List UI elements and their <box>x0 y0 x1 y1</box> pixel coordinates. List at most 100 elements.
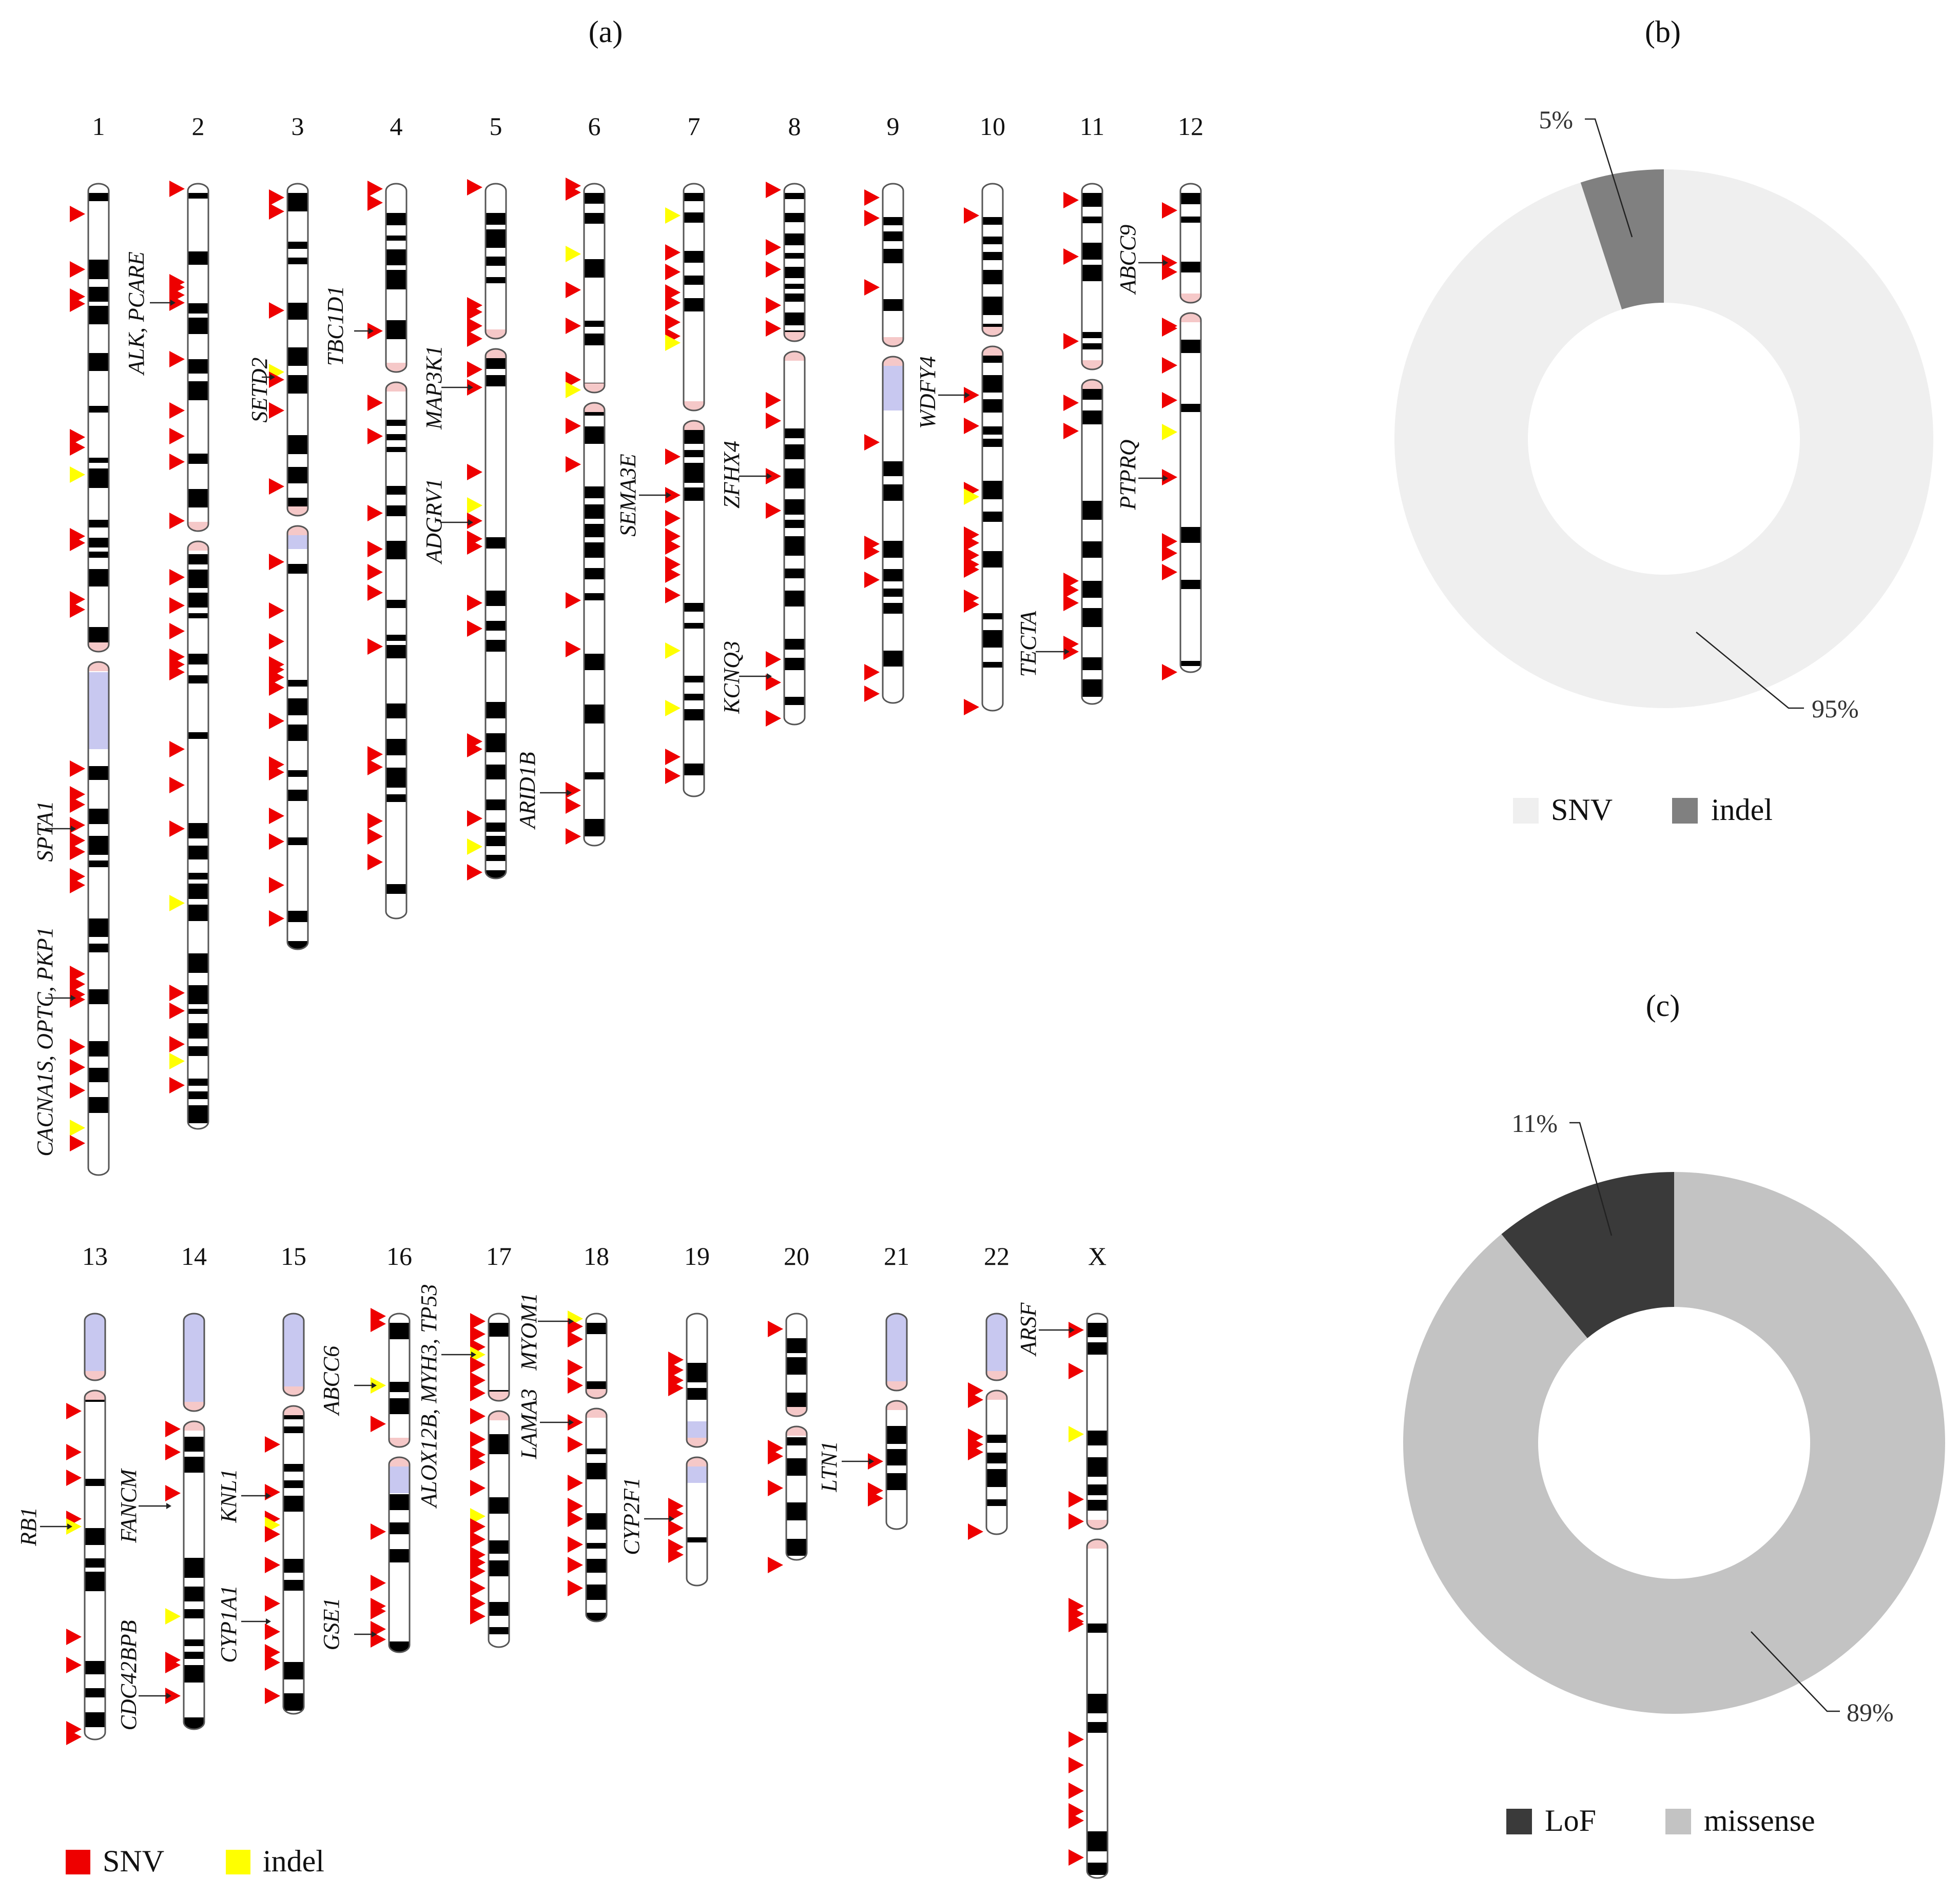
percent-label-lof: 11% <box>1511 1109 1558 1138</box>
snv-marker <box>964 207 979 224</box>
chromosome-band <box>184 1558 204 1578</box>
snv-marker <box>165 1688 181 1704</box>
snv-marker <box>467 538 482 555</box>
snv-marker <box>70 535 85 551</box>
chromosome-band <box>784 536 805 556</box>
chromosome-band <box>386 320 406 339</box>
snv-marker <box>766 502 781 519</box>
chromosome-arm-outline <box>785 1313 808 1417</box>
chromosome-label: 21 <box>884 1242 909 1270</box>
chromosome-band <box>784 639 805 650</box>
chromosome-band <box>1180 527 1201 543</box>
chromosome-22: 22 <box>968 1242 1010 1540</box>
chromosome-band <box>883 541 903 558</box>
chromosome-15: 15 <box>265 1242 306 1715</box>
gene-label: WDFY4 <box>915 356 940 429</box>
snv-marker <box>964 699 979 715</box>
chromosome-label: 5 <box>490 112 502 141</box>
chromosome-arm-outline <box>1081 183 1103 370</box>
snv-marker <box>367 505 383 521</box>
chromosome-band <box>1087 1722 1108 1733</box>
centromere <box>687 1438 707 1466</box>
chromosome-band <box>184 1437 204 1452</box>
gene-annotation: CACNA1S, OPTC, PKP1 <box>32 927 76 1157</box>
gene-annotation: ARID1B <box>515 752 572 830</box>
snv-marker <box>568 1536 583 1553</box>
chromosome-band <box>584 542 605 558</box>
indel-marker <box>566 382 581 398</box>
snv-marker <box>665 264 681 280</box>
chromosome-arm-outline <box>585 1313 608 1399</box>
snv-marker <box>566 592 581 609</box>
chromosome-band <box>784 520 805 528</box>
snv-marker <box>964 596 979 613</box>
snv-marker <box>70 439 85 456</box>
chromosome-band <box>1087 1457 1108 1477</box>
chromosome-band <box>786 1458 807 1476</box>
snv-marker <box>1069 1731 1084 1748</box>
gene-annotation: KNL1 <box>216 1469 271 1523</box>
chromosome-band <box>486 836 506 846</box>
donut-chart-variant-type: 5% 95% <box>1394 105 1933 723</box>
gene-label: ABCC6 <box>319 1346 344 1416</box>
snv-marker <box>868 1453 883 1470</box>
chromosome-band <box>982 481 1003 499</box>
chromosome-arm-outline <box>885 1313 908 1392</box>
chromosome-band <box>386 541 406 559</box>
snv-marker <box>165 1444 181 1460</box>
chromosome-band <box>287 564 308 574</box>
gene-pointer-arrowhead <box>468 384 473 390</box>
chromosome-band <box>287 911 308 922</box>
chromosome-body <box>982 184 1003 711</box>
chromosome-band <box>584 705 605 723</box>
indel-marker <box>665 207 681 224</box>
gene-pointer-arrowhead <box>569 1318 574 1324</box>
chromosome-band <box>1087 1831 1108 1851</box>
gene-annotation: SEMA3E <box>615 454 671 537</box>
chromosome-band <box>188 593 208 608</box>
chromosome-band <box>386 794 406 802</box>
snv-marker <box>566 797 581 814</box>
snv-marker <box>566 318 581 334</box>
chromosome-band <box>188 823 208 838</box>
centromere <box>1087 1520 1108 1549</box>
chromosome-band <box>287 770 308 777</box>
chromosome-10: 10 <box>964 112 1005 715</box>
snv-marker <box>470 1608 486 1625</box>
gene-label: CYP1A1 <box>216 1585 241 1663</box>
snv-marker <box>470 1518 486 1535</box>
snv-marker <box>1069 1363 1084 1379</box>
chromosome-arm-outline <box>981 345 1004 712</box>
chromosome-band <box>389 1382 410 1392</box>
snv-marker <box>1063 643 1079 660</box>
chromosome-body <box>184 1314 204 1729</box>
chromosome-band <box>684 487 704 501</box>
snv-marker <box>70 261 85 278</box>
snv-marker <box>269 713 284 729</box>
chromosome-band <box>287 435 308 454</box>
gene-label: ARSF <box>1016 1302 1041 1357</box>
snv-marker <box>864 543 880 560</box>
chromosome-band <box>784 468 805 488</box>
chromosome-band <box>786 1539 807 1556</box>
chromosome-band <box>188 985 208 1004</box>
snv-marker <box>766 297 781 314</box>
snv-marker <box>269 679 284 696</box>
gene-annotation: ABCC6 <box>319 1346 377 1416</box>
chromosome-arm-outline <box>783 350 806 726</box>
chromosome-band <box>883 231 903 241</box>
chromosome-body <box>1180 184 1201 672</box>
snv-marker <box>766 261 781 278</box>
centromere <box>386 363 406 392</box>
chromosome-band <box>784 267 805 278</box>
snv-marker <box>269 633 284 650</box>
chromosome-arm-outline <box>84 1390 106 1740</box>
chromosome-band <box>287 347 308 366</box>
centromere <box>784 332 805 361</box>
chromosome-band <box>287 193 308 211</box>
gene-labels: SPTA1 CACNA1S, OPTC, PKP1 ALK, PCARE SETD2 T… <box>16 225 1168 1731</box>
gene-label: ABCC9 <box>1115 225 1140 295</box>
chromosome-arm-outline <box>282 1313 305 1397</box>
snv-marker <box>668 1547 684 1563</box>
snv-marker <box>1069 1322 1084 1338</box>
